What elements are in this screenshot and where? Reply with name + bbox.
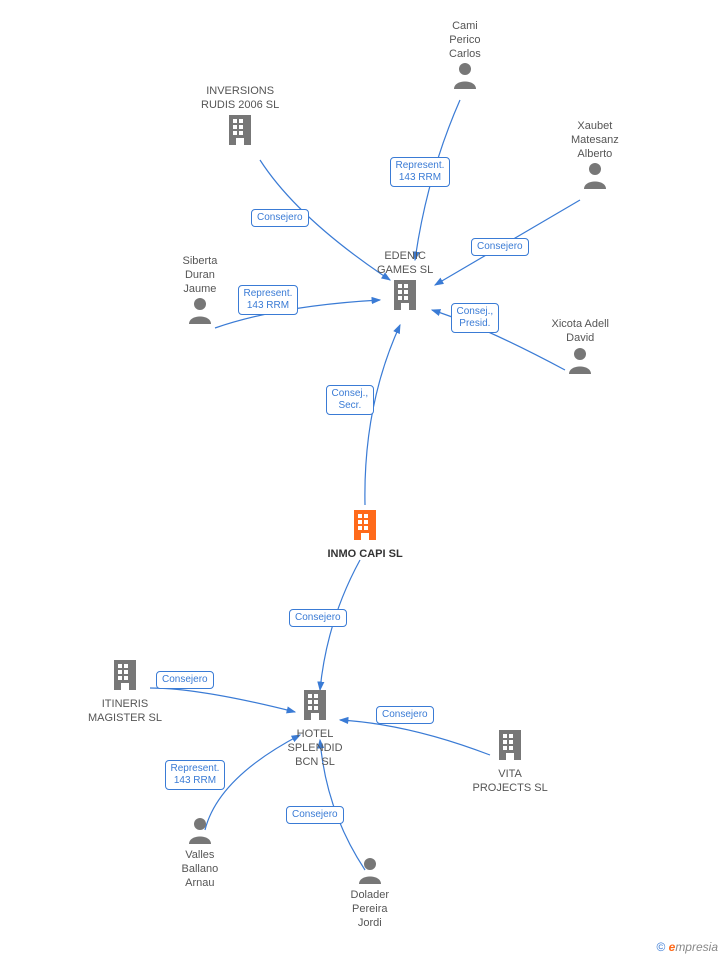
node-label: XaubetMatesanzAlberto xyxy=(571,120,619,161)
node-label: EDENICGAMES SL xyxy=(377,250,433,278)
company-node[interactable]: ITINERISMAGISTER SL xyxy=(88,658,162,726)
edge xyxy=(365,325,400,505)
edge-label: Consej., Secr. xyxy=(326,385,375,415)
node-label: HOTELSPLENDIDBCN SL xyxy=(288,728,343,769)
person-node[interactable]: DoladerPereiraJordi xyxy=(351,856,390,930)
node-label: INMO CAPI SL xyxy=(328,548,403,562)
building-icon xyxy=(377,278,433,318)
person-icon xyxy=(449,61,481,94)
person-icon xyxy=(182,816,219,849)
person-icon xyxy=(183,296,218,329)
node-label: VallesBallanoArnau xyxy=(182,849,219,890)
company-node[interactable]: VITAPROJECTS SL xyxy=(473,728,548,796)
edge-label: Represent. 143 RRM xyxy=(238,285,299,315)
edge-label: Consejero xyxy=(156,671,214,689)
building-icon xyxy=(88,658,162,698)
node-label: Xicota AdellDavid xyxy=(552,318,609,346)
edge xyxy=(150,688,295,712)
building-icon xyxy=(473,728,548,768)
copyright-symbol: © xyxy=(656,940,665,954)
company-node[interactable]: INVERSIONSRUDIS 2006 SL xyxy=(201,85,279,153)
edge-label: Consejero xyxy=(376,706,434,724)
company-node[interactable]: EDENICGAMES SL xyxy=(377,250,433,318)
person-node[interactable]: SibertaDuranJaume xyxy=(183,255,218,329)
credit: © empresia xyxy=(656,940,718,954)
edge-label: Consejero xyxy=(286,806,344,824)
node-label: DoladerPereiraJordi xyxy=(351,889,390,930)
node-label: CamiPericoCarlos xyxy=(449,20,481,61)
company-node[interactable]: HOTELSPLENDIDBCN SL xyxy=(288,688,343,769)
building-icon xyxy=(288,688,343,728)
building-icon xyxy=(328,508,403,548)
diagram-canvas xyxy=(0,0,728,960)
edge-label: Represent. 143 RRM xyxy=(165,760,226,790)
person-node[interactable]: Xicota AdellDavid xyxy=(552,318,609,379)
edge-label: Represent. 143 RRM xyxy=(390,157,451,187)
person-icon xyxy=(351,856,390,889)
person-node[interactable]: CamiPericoCarlos xyxy=(449,20,481,94)
edge-label: Consejero xyxy=(289,609,347,627)
node-label: SibertaDuranJaume xyxy=(183,255,218,296)
building-icon xyxy=(201,113,279,153)
node-label: INVERSIONSRUDIS 2006 SL xyxy=(201,85,279,113)
person-icon xyxy=(571,161,619,194)
node-label: ITINERISMAGISTER SL xyxy=(88,698,162,726)
edge-label: Consejero xyxy=(471,238,529,256)
edge-label: Consej., Presid. xyxy=(451,303,500,333)
edge xyxy=(340,720,490,755)
edge-label: Consejero xyxy=(251,209,309,227)
person-node[interactable]: VallesBallanoArnau xyxy=(182,816,219,890)
brand-rest: mpresia xyxy=(675,940,718,954)
node-label: VITAPROJECTS SL xyxy=(473,768,548,796)
person-node[interactable]: XaubetMatesanzAlberto xyxy=(571,120,619,194)
company-node[interactable]: INMO CAPI SL xyxy=(328,508,403,562)
person-icon xyxy=(552,346,609,379)
